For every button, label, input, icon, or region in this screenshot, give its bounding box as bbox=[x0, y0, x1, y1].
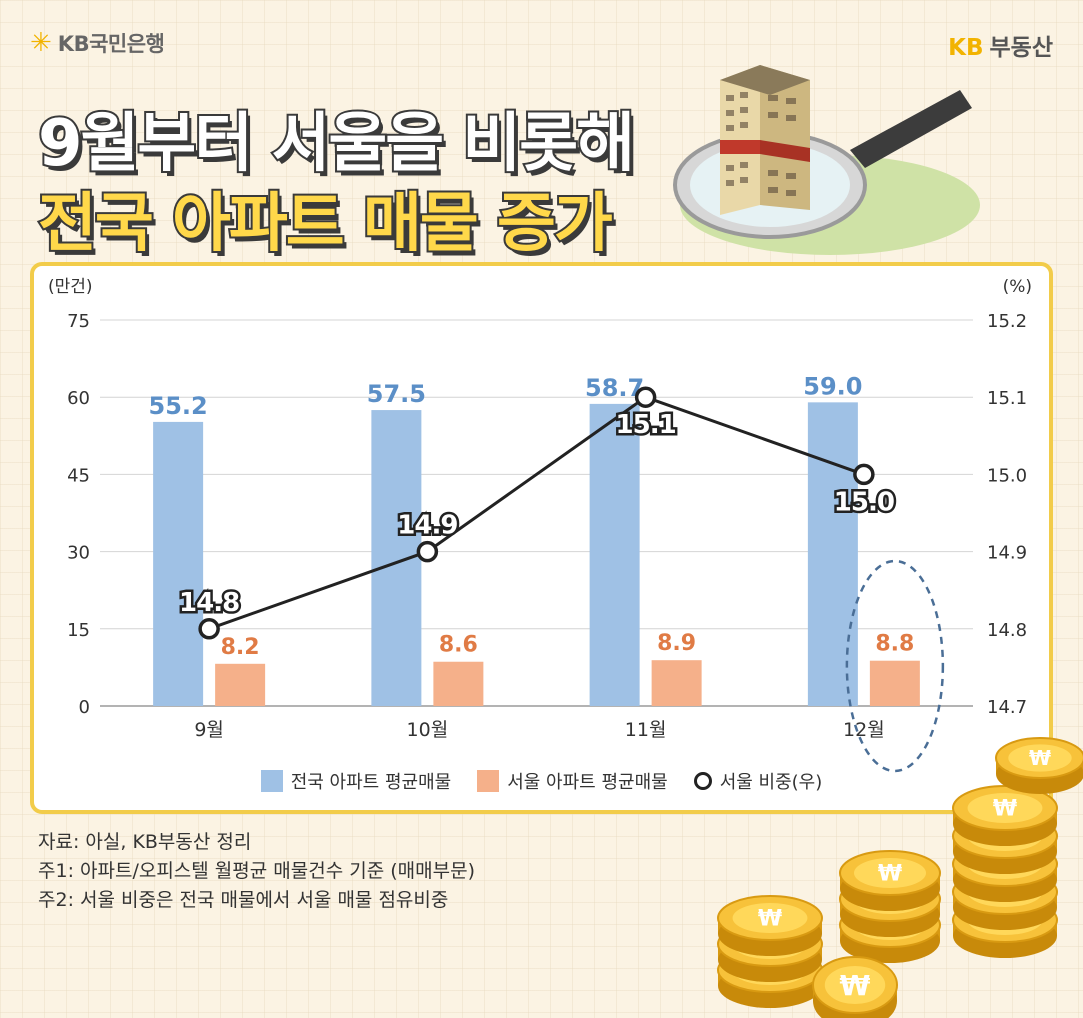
kb-logo-mark: KB bbox=[948, 35, 984, 61]
right-tick-label: 15.2 bbox=[987, 311, 1027, 332]
line-seoul-share bbox=[208, 395, 865, 631]
magnifier-handle bbox=[850, 90, 972, 168]
highlight-ellipse bbox=[845, 559, 945, 773]
legend-swatch-seoul bbox=[477, 770, 500, 792]
category-label: 12월 bbox=[843, 719, 885, 741]
left-axis-unit: (만건) bbox=[48, 277, 93, 297]
won-symbol: ₩ bbox=[840, 969, 871, 1002]
bar-national bbox=[589, 403, 640, 706]
right-tick-label: 14.8 bbox=[987, 620, 1027, 641]
category-label: 10월 bbox=[407, 719, 449, 741]
left-tick-label: 0 bbox=[79, 697, 90, 718]
won-symbol: ₩ bbox=[1029, 746, 1051, 770]
chart-notes: 자료: 아실, KB부동산 정리 주1: 아파트/오피스텔 월평균 매물건수 기… bbox=[38, 828, 475, 915]
bar-national-label: 55.2 bbox=[149, 392, 208, 420]
legend-label-seoul: 서울 아파트 평균매물 bbox=[507, 772, 668, 793]
note-source: 자료: 아실, KB부동산 정리 bbox=[38, 831, 252, 853]
note-1: 주1: 아파트/오피스텔 월평균 매물건수 기준 (매매부문) bbox=[38, 860, 475, 882]
legend-swatch-share bbox=[693, 772, 712, 790]
line-point-label: 14.9 bbox=[397, 511, 457, 541]
bar-seoul bbox=[651, 660, 702, 706]
right-tick-label: 14.7 bbox=[987, 697, 1027, 718]
bar-seoul bbox=[869, 660, 920, 706]
chart-legend: 전국 아파트 평균매물 서울 아파트 평균매물 서울 비중(우) bbox=[0, 768, 1083, 794]
left-tick-label: 45 bbox=[67, 465, 90, 486]
coin-stack-right bbox=[952, 785, 1058, 846]
legend-swatch-national bbox=[260, 770, 283, 792]
bar-seoul-label: 8.8 bbox=[875, 632, 914, 657]
coin-stack-right-top bbox=[995, 737, 1083, 794]
coin-stack-left bbox=[717, 895, 823, 956]
legend-label-national: 전국 아파트 평균매물 bbox=[290, 772, 452, 793]
bar-national bbox=[153, 421, 204, 706]
line-point bbox=[634, 386, 657, 408]
right-tick-label: 15.1 bbox=[987, 388, 1027, 409]
bar-national-label: 59.0 bbox=[803, 372, 862, 400]
right-axis-unit: (%) bbox=[1003, 277, 1032, 297]
won-symbol: ₩ bbox=[993, 797, 1017, 822]
bar-seoul bbox=[215, 663, 266, 706]
won-symbol: ₩ bbox=[878, 862, 902, 887]
kb-realestate-logo: KB 부동산 bbox=[948, 28, 1053, 62]
legend-item-seoul: 서울 아파트 평균매물 bbox=[477, 768, 668, 794]
kb-bank-logo: ✳ KB국민은행 bbox=[30, 28, 165, 58]
left-tick-label: 15 bbox=[67, 620, 90, 641]
legend-item-share: 서울 비중(우) bbox=[693, 768, 823, 794]
left-tick-label: 75 bbox=[67, 311, 90, 332]
line-point bbox=[853, 463, 875, 486]
kb-bank-name: KB국민은행 bbox=[57, 32, 165, 56]
note-2: 주2: 서울 비중은 전국 매물에서 서울 매물 점유비중 bbox=[38, 889, 449, 911]
line-point-label: 15.0 bbox=[834, 487, 894, 517]
kb-star-icon: ✳ bbox=[30, 28, 52, 58]
bar-seoul bbox=[433, 661, 484, 706]
bar-seoul-label: 8.2 bbox=[221, 635, 260, 660]
title-line-2: 전국 아파트 매물 증가 bbox=[36, 185, 615, 263]
bar-seoul-label: 8.6 bbox=[439, 633, 478, 658]
right-tick-label: 14.9 bbox=[987, 543, 1027, 564]
line-point bbox=[198, 618, 220, 640]
category-label: 11월 bbox=[625, 719, 667, 741]
bar-national-label: 57.5 bbox=[367, 380, 426, 408]
line-point bbox=[416, 540, 439, 563]
legend-item-national: 전국 아파트 평균매물 bbox=[260, 768, 452, 794]
left-tick-label: 60 bbox=[67, 388, 90, 409]
left-tick-label: 30 bbox=[67, 543, 90, 564]
legend-label-share: 서울 비중(우) bbox=[719, 772, 823, 793]
chart-svg: (만건) (%) 0 15 30 45 60 75 14.7 14.8 14.9 15.0 15.1 15… bbox=[48, 277, 1032, 773]
right-tick-label: 15.0 bbox=[987, 465, 1027, 486]
coin-stack-middle bbox=[839, 850, 941, 911]
building-magnifier-illustration bbox=[673, 65, 980, 255]
building-icon bbox=[720, 65, 810, 215]
bar-national bbox=[371, 410, 422, 706]
coin-stacks-illustration: ₩₩₩₩₩₩₩₩₩₩₩₩₩ bbox=[717, 737, 1083, 1018]
bar-seoul-label: 8.9 bbox=[657, 631, 696, 656]
bar-national bbox=[807, 402, 858, 706]
bar-national-label: 58.7 bbox=[585, 374, 644, 402]
won-symbol: ₩ bbox=[758, 907, 782, 932]
coin-tilted bbox=[812, 956, 898, 1018]
title-line-1: 9월부터 서울을 비롯해 bbox=[36, 105, 637, 183]
realestate-brand-text: 부동산 bbox=[989, 35, 1053, 61]
line-point-label: 15.1 bbox=[616, 410, 676, 440]
category-label: 9월 bbox=[194, 719, 224, 741]
line-point-label: 14.8 bbox=[179, 588, 239, 618]
